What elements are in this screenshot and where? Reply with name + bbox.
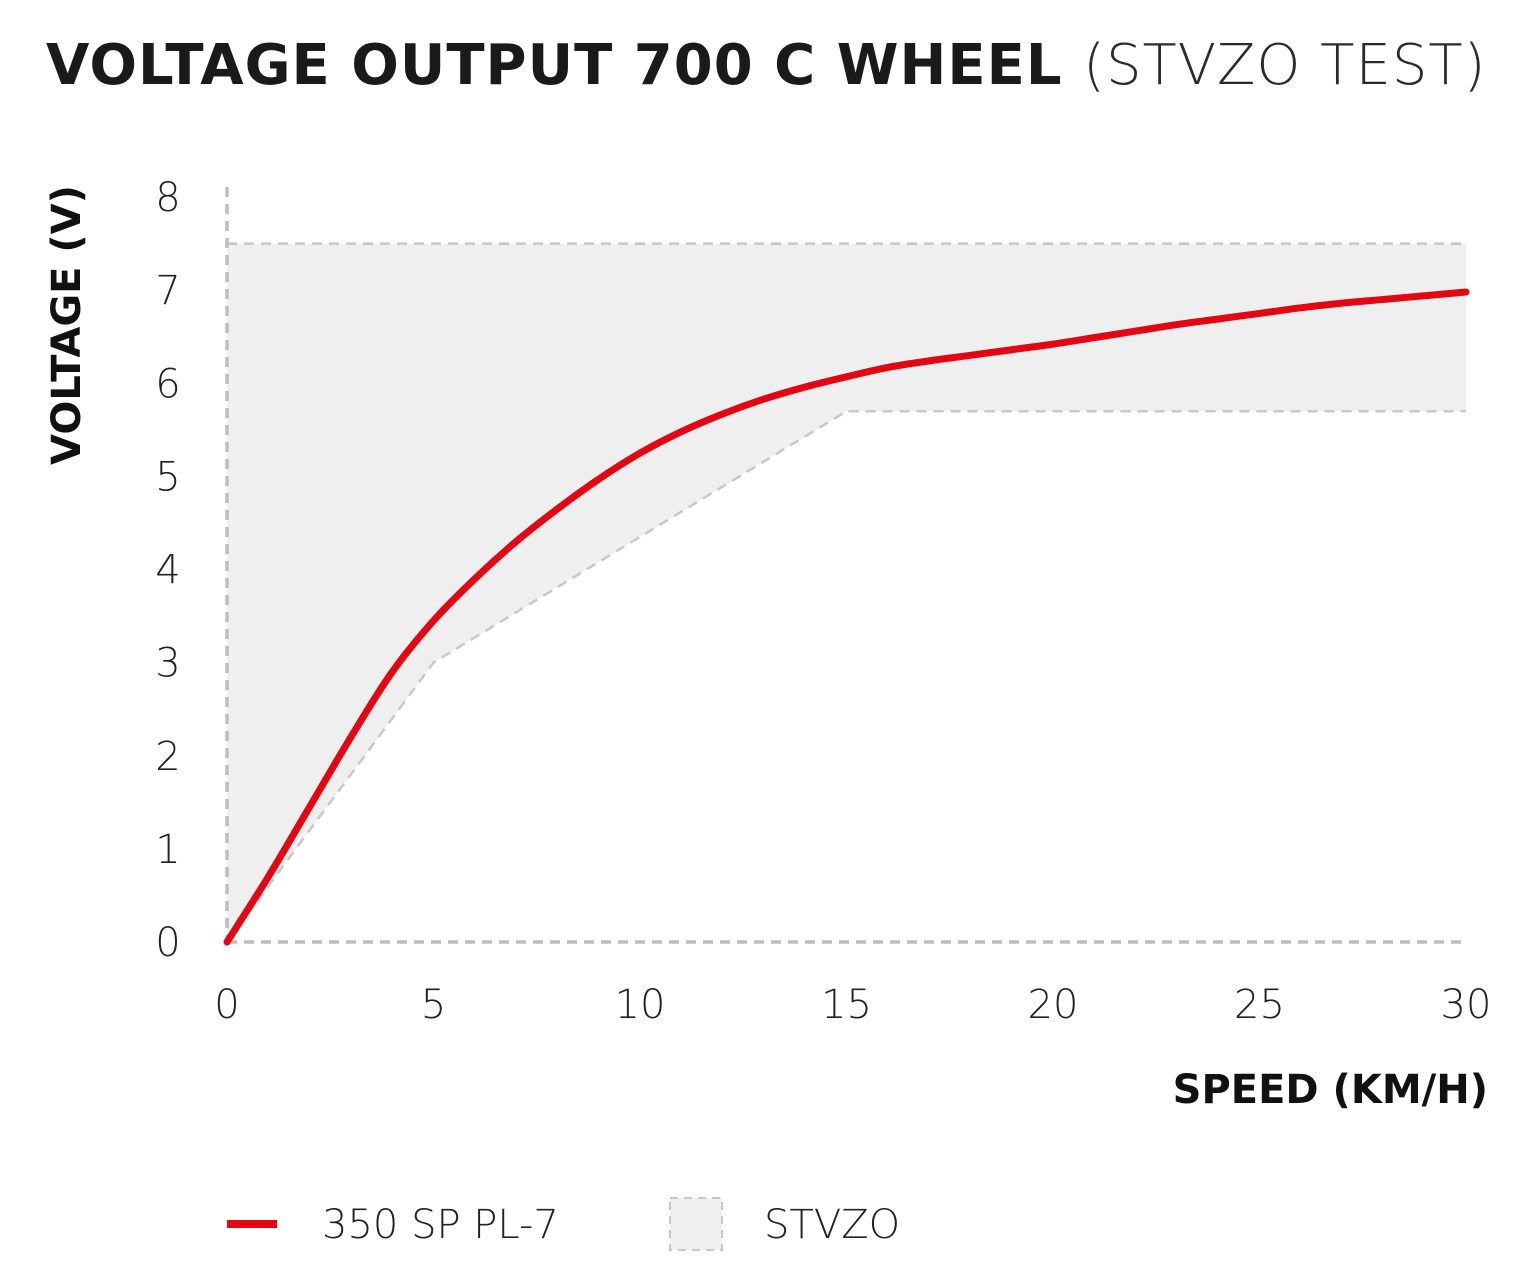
x-axis-title: SPEED (KM/H) — [1173, 1067, 1488, 1113]
y-tick-label: 5 — [155, 454, 180, 500]
y-tick-label: 1 — [155, 827, 180, 873]
legend-item-stvzo: STVZO — [669, 1197, 900, 1251]
chart-title: VOLTAGE OUTPUT 700 C WHEEL (STVZO TEST) — [46, 30, 1486, 102]
x-tick-label: 10 — [615, 982, 666, 1028]
x-tick-label: 30 — [1441, 982, 1492, 1028]
chart-title-main: VOLTAGE OUTPUT 700 C WHEEL — [46, 33, 1063, 98]
y-tick-label: 4 — [155, 548, 180, 594]
x-tick-label: 0 — [214, 982, 239, 1028]
x-tick-label: 5 — [421, 982, 446, 1028]
y-tick-label: 0 — [155, 920, 180, 966]
legend: 350 SP PL-7 STVZO — [227, 1197, 900, 1251]
axis-layer — [225, 187, 1466, 944]
y-axis-title: VOLTAGE (V) — [44, 185, 90, 465]
x-tick-label: 15 — [821, 982, 872, 1028]
y-tick-label: 8 — [155, 175, 180, 221]
x-tick-label: 25 — [1234, 982, 1285, 1028]
legend-item-350-sp-pl-7: 350 SP PL-7 — [227, 1202, 559, 1248]
y-tick-label: 3 — [155, 641, 180, 687]
stvzo-band-fill — [227, 243, 1466, 942]
legend-label-stvzo: STVZO — [764, 1202, 900, 1248]
x-tick-labels: 0 5 10 15 20 25 30 — [214, 982, 1491, 1028]
y-tick-label: 6 — [155, 361, 180, 407]
stvzo-lower-limit — [225, 409, 1466, 943]
legend-label-350-sp-pl-7: 350 SP PL-7 — [322, 1202, 559, 1248]
x-tick-label: 20 — [1028, 982, 1079, 1028]
stvzo-band-layer — [225, 242, 1466, 943]
y-tick-labels: 0 1 2 3 4 5 6 7 8 — [155, 175, 180, 966]
legend-swatch-area — [669, 1197, 723, 1251]
chart-title-sub: (STVZO TEST) — [1083, 33, 1487, 98]
y-tick-label: 7 — [155, 268, 180, 314]
series-line-350-sp-pl-7 — [223, 288, 1470, 946]
y-tick-label: 2 — [155, 734, 180, 780]
series-layer — [223, 288, 1470, 946]
